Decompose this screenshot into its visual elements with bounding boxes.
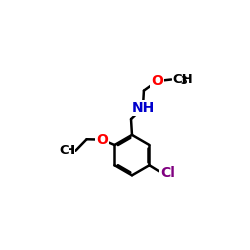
Text: Cl: Cl [160, 166, 176, 180]
Text: CH: CH [173, 73, 194, 86]
Text: 3: 3 [180, 76, 187, 86]
Text: O: O [152, 74, 163, 88]
Text: H: H [63, 144, 74, 157]
Text: H: H [63, 144, 74, 157]
Text: 3: 3 [63, 148, 70, 158]
Text: O: O [96, 133, 108, 147]
Text: C: C [59, 144, 69, 157]
Text: NH: NH [131, 101, 154, 115]
